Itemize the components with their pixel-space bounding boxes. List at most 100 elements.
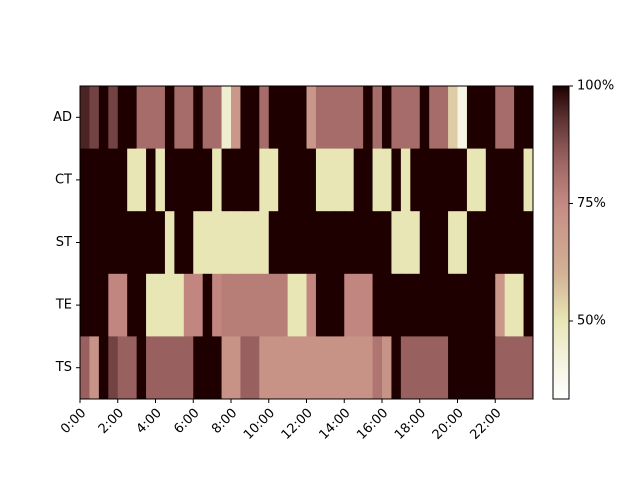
colorbar-tick-label: 75% [577,196,606,211]
heat-cell [495,336,506,400]
heat-cell [98,86,109,150]
heat-cell [429,336,440,400]
heat-cell [287,273,298,337]
heat-cell [466,148,477,212]
heat-cell [183,86,194,150]
heat-cell [400,86,411,150]
heat-cell [212,273,223,337]
heat-cell [306,211,317,275]
heat-cell [466,336,477,400]
heat-cell [249,211,260,275]
heat-cell [372,86,383,150]
heat-cell [80,148,90,212]
heat-cell [523,273,534,337]
heat-cell [231,86,241,150]
heat-cell [146,86,156,150]
heat-cell [325,336,336,400]
heat-cell [344,273,355,337]
heat-cell [174,211,185,275]
heat-cell [278,336,289,400]
heat-cell [117,211,128,275]
heat-cell [495,273,506,337]
heat-cell [98,148,109,212]
heat-cell [155,273,166,337]
heat-cell [98,211,109,275]
heat-cell [504,273,515,337]
heat-cell [523,336,534,400]
heat-cell [212,211,223,275]
heat-cell [164,336,175,400]
heat-cell [231,336,241,400]
heat-cell [155,86,166,150]
heat-cell [363,148,374,212]
heat-cell [315,211,326,275]
heat-cell [325,273,336,337]
heat-cell [363,86,374,150]
heat-cell [448,86,458,150]
heat-cell [372,273,383,337]
heat-cell [419,336,430,400]
heat-cell [202,273,213,337]
heat-cell [495,86,506,150]
heat-cell [457,336,468,400]
heat-cell [183,336,194,400]
heat-cell [80,273,90,337]
heat-cell [212,148,223,212]
y-tick-label: ST [56,235,72,250]
heat-cell [89,211,100,275]
colorbar-tick-label: 100% [577,79,614,94]
heat-cell [249,148,260,212]
heat-cell [419,211,430,275]
heat-cell [476,211,487,275]
heat-cell [419,86,430,150]
x-tick-label: 4:00 [134,406,165,437]
heat-cell [382,148,392,212]
heat-cell [419,273,430,337]
heat-cell [108,336,119,400]
heat-cell [164,211,175,275]
heat-cell [146,148,156,212]
heat-cell [183,148,194,212]
heat-cell [429,273,440,337]
heat-cell [315,336,326,400]
heat-cell [419,148,430,212]
heat-cell [278,273,289,337]
heat-cell [400,336,411,400]
heat-cell [287,211,298,275]
heat-cell [183,273,194,337]
x-tick-label: 0:00 [58,406,89,437]
heat-cell [212,86,223,150]
heat-cell [297,211,307,275]
x-tick-label: 14:00 [316,406,353,443]
heat-cell [287,86,298,150]
heat-cell [259,211,270,275]
heat-cell [146,211,156,275]
heat-cell [80,336,90,400]
heat-cell [315,86,326,150]
heat-cell [297,273,307,337]
heat-cell [164,148,175,212]
x-tick-label: 18:00 [392,406,429,443]
heat-cell [382,336,392,400]
heat-cell [80,211,90,275]
heat-cell [457,211,468,275]
heat-cell [410,336,421,400]
heat-cell [344,336,355,400]
heat-cell [485,148,496,212]
heat-cell [315,148,326,212]
heat-cell [98,273,109,337]
heat-cell [353,273,364,337]
heat-cell [297,148,307,212]
heat-cell [297,86,307,150]
heat-cell [315,273,326,337]
heat-cell [146,273,156,337]
colorbar [552,85,570,400]
heat-cell [117,273,128,337]
heat-cell [164,86,175,150]
heat-cell [429,86,440,150]
x-tick-label: 8:00 [209,406,240,437]
heat-cell [127,86,138,150]
heat-cell [353,148,364,212]
heat-cell [334,336,345,400]
heat-cell [136,336,147,400]
